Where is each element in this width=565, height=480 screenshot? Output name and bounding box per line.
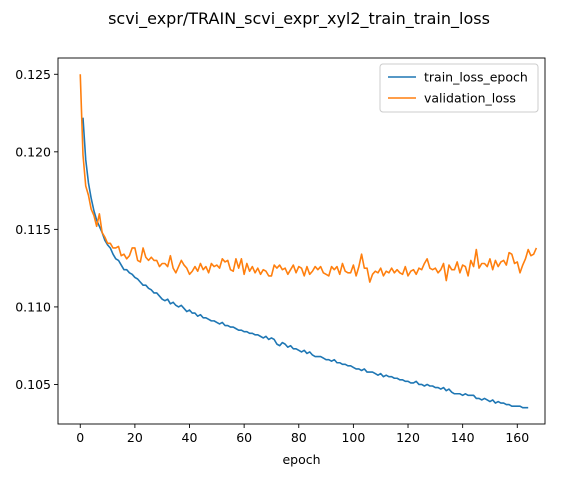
x-tick-label: 40	[182, 430, 198, 445]
chart-title: scvi_expr/TRAIN_scvi_expr_xyl2_train_tra…	[108, 9, 490, 29]
y-tick-label: 0.125	[15, 67, 51, 82]
y-tick-label: 0.120	[15, 144, 51, 159]
x-axis-ticks: 0 20 40 60 80 100 120 140 160	[76, 424, 529, 445]
x-tick-label: 100	[341, 430, 365, 445]
legend-entry-train: train_loss_epoch	[388, 70, 528, 85]
plot-frame	[57, 57, 546, 425]
x-tick-label: 120	[396, 430, 420, 445]
plot-area	[79, 74, 538, 409]
x-axis-label: epoch	[282, 452, 320, 467]
x-tick-label: 140	[451, 430, 475, 445]
y-axis-ticks: 0.105 0.110 0.115 0.120 0.125	[15, 67, 58, 392]
x-tick-label: 160	[505, 430, 529, 445]
legend-label-train: train_loss_epoch	[424, 70, 528, 85]
legend: train_loss_epoch validation_loss	[379, 63, 539, 113]
y-tick-label: 0.110	[15, 299, 51, 314]
train-loss-epoch-line	[82, 117, 529, 409]
x-tick-label: 0	[76, 430, 84, 445]
validation-loss-line	[79, 74, 538, 283]
x-tick-label: 80	[291, 430, 307, 445]
legend-label-validation: validation_loss	[424, 91, 516, 106]
y-tick-label: 0.105	[15, 377, 51, 392]
legend-entry-validation: validation_loss	[388, 91, 516, 106]
x-tick-label: 60	[236, 430, 252, 445]
legend-box	[379, 63, 539, 113]
x-tick-label: 20	[127, 430, 143, 445]
y-tick-label: 0.115	[15, 222, 51, 237]
